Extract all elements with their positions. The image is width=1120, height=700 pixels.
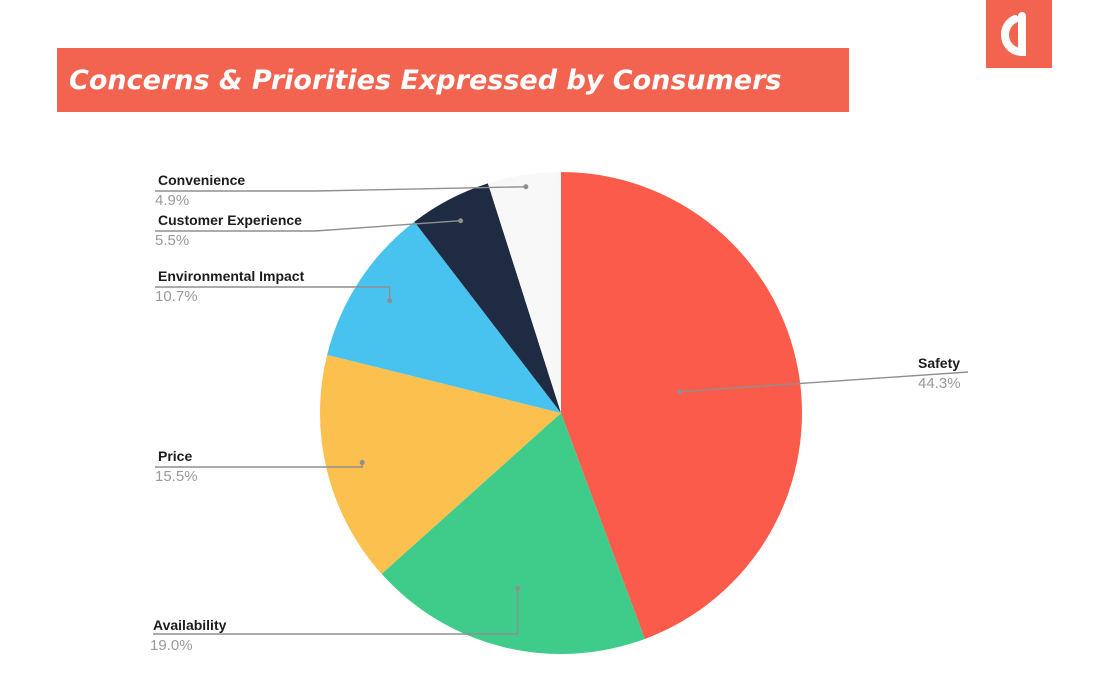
- pie-slice-availability: [381, 413, 645, 654]
- pie-slice-customer-experience: [414, 183, 561, 413]
- leader-line: [155, 220, 461, 232]
- slice-value-label: 10.7%: [155, 288, 198, 305]
- slice-value-label: 15.5%: [155, 468, 198, 485]
- pie-slice-environmental-impact: [327, 221, 561, 413]
- pie-slice-safety: [561, 172, 803, 639]
- brand-logo-icon: [986, 0, 1052, 68]
- slice-value-label: 5.5%: [155, 232, 189, 249]
- slice-label: Environmental Impact: [158, 268, 305, 284]
- leader-dot: [515, 585, 521, 591]
- slice-value-label: 44.3%: [918, 375, 961, 392]
- pie-slice-convenience: [487, 172, 561, 413]
- leader-dot: [523, 184, 529, 190]
- leader-dot: [677, 389, 683, 395]
- slice-label: Safety: [918, 355, 960, 371]
- leader-line: [153, 588, 519, 635]
- title-banner: Concerns & Priorities Expressed by Consu…: [57, 48, 849, 112]
- slice-label: Price: [158, 448, 192, 464]
- leader-dot: [359, 459, 365, 465]
- leader-line: [679, 371, 969, 393]
- slice-label: Customer Experience: [158, 212, 302, 228]
- slice-value-label: 19.0%: [150, 637, 193, 654]
- slice-value-label: 4.9%: [155, 192, 189, 209]
- leader-line: [155, 286, 391, 301]
- leader-dot: [458, 218, 464, 224]
- chart-title: Concerns & Priorities Expressed by Consu…: [69, 64, 782, 96]
- leader-dot: [387, 298, 393, 304]
- slice-label: Availability: [153, 617, 227, 633]
- pie-slice-price: [319, 354, 561, 574]
- leader-line: [155, 186, 526, 192]
- slice-label: Convenience: [158, 172, 245, 188]
